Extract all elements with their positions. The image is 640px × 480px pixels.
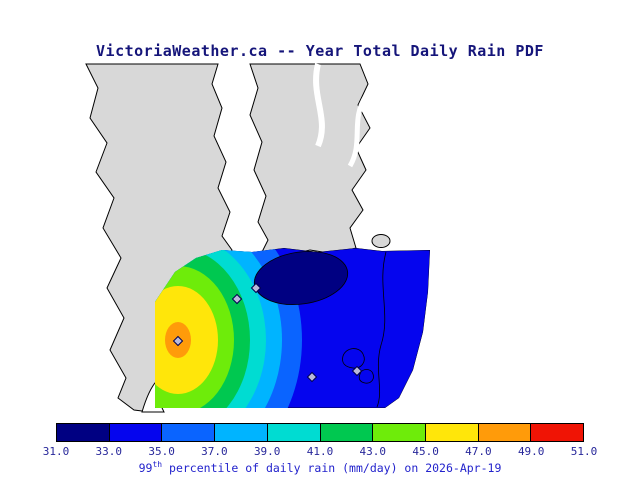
channel-water-1 — [313, 63, 325, 148]
contour-line-33 — [376, 251, 387, 408]
colorbar-segment — [531, 424, 584, 441]
colorbar-tick-label: 45.0 — [412, 445, 439, 458]
colorbar-segment — [425, 424, 479, 441]
plot-title: VictoriaWeather.ca -- Year Total Daily R… — [96, 42, 544, 60]
colorbar-caption: 99th percentile of daily rain (mm/day) o… — [0, 460, 640, 475]
colorbar-segment — [267, 424, 321, 441]
colorbar-tick-label: 49.0 — [517, 445, 545, 458]
colorbar-tick-label: 35.0 — [148, 445, 175, 458]
islet-outline-2 — [358, 369, 374, 384]
station-marker-icon — [250, 282, 262, 294]
colorbar-ticks: 31.0 33.0 35.0 37.0 39.0 41.0 43.0 45.0 47.0 49.0… — [43, 445, 598, 458]
colorbar-segment — [478, 424, 532, 441]
colorbar-tick-label: 43.0 — [359, 445, 387, 458]
colorbar-tick-label: 33.0 — [95, 445, 123, 458]
caption-ordinal: th — [152, 460, 163, 469]
colorbar-tick-label: 37.0 — [201, 445, 228, 458]
colorbar — [56, 423, 584, 442]
colorbar-tick-label: 31.0 — [42, 445, 70, 458]
station-marker-icon — [231, 293, 243, 305]
colorbar-segment — [109, 424, 163, 441]
colorbar-tick-label: 41.0 — [306, 445, 334, 458]
caption-number: 99 — [138, 460, 153, 475]
channel-water-2 — [347, 94, 369, 168]
colorbar-tick-label: 39.0 — [253, 445, 281, 458]
islet-outline-1 — [342, 348, 365, 369]
station-marker-icon — [172, 335, 184, 347]
colorbar-segment — [373, 424, 426, 441]
colorbar-segment — [57, 424, 110, 441]
colorbar-segment — [162, 424, 216, 441]
colorbar-tick-label: 47.0 — [465, 445, 492, 458]
island-small — [371, 234, 391, 248]
colorbar-segment — [215, 424, 268, 441]
colorbar-segment — [320, 424, 374, 441]
colorbar-tick-label: 51.0 — [570, 445, 598, 458]
station-marker-icon — [351, 365, 363, 377]
station-marker-icon — [306, 371, 318, 383]
landmass-group — [85, 63, 391, 413]
station-markers — [172, 282, 363, 383]
caption-text: percentile of daily rain (mm/day) on 202… — [162, 460, 502, 475]
